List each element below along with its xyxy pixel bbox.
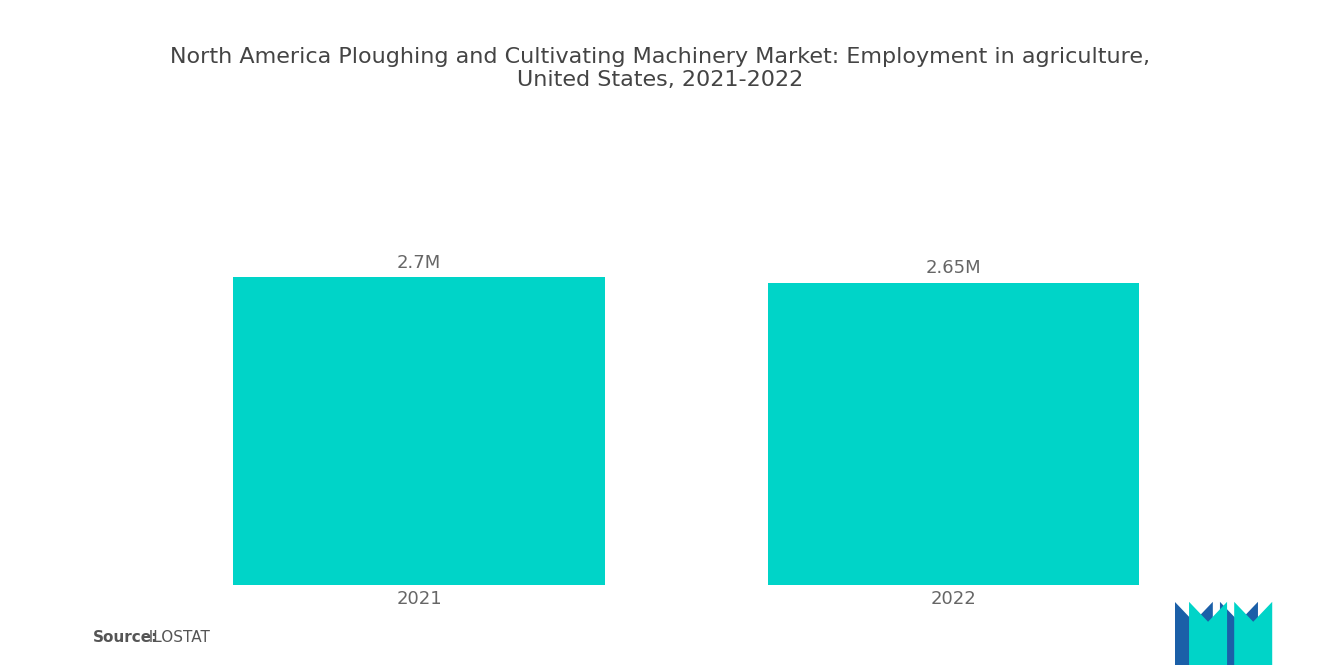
Polygon shape bbox=[1234, 602, 1272, 665]
Text: North America Ploughing and Cultivating Machinery Market: Employment in agricult: North America Ploughing and Cultivating … bbox=[170, 47, 1150, 90]
Text: 2.7M: 2.7M bbox=[397, 254, 441, 272]
Bar bbox=[768, 283, 1139, 585]
Bar bbox=[234, 277, 605, 585]
Polygon shape bbox=[1189, 602, 1228, 665]
Text: 2.65M: 2.65M bbox=[925, 259, 981, 277]
Text: ILOSTAT: ILOSTAT bbox=[139, 630, 210, 645]
Polygon shape bbox=[1175, 602, 1213, 665]
Text: Source:: Source: bbox=[92, 630, 158, 645]
Polygon shape bbox=[1220, 602, 1258, 665]
